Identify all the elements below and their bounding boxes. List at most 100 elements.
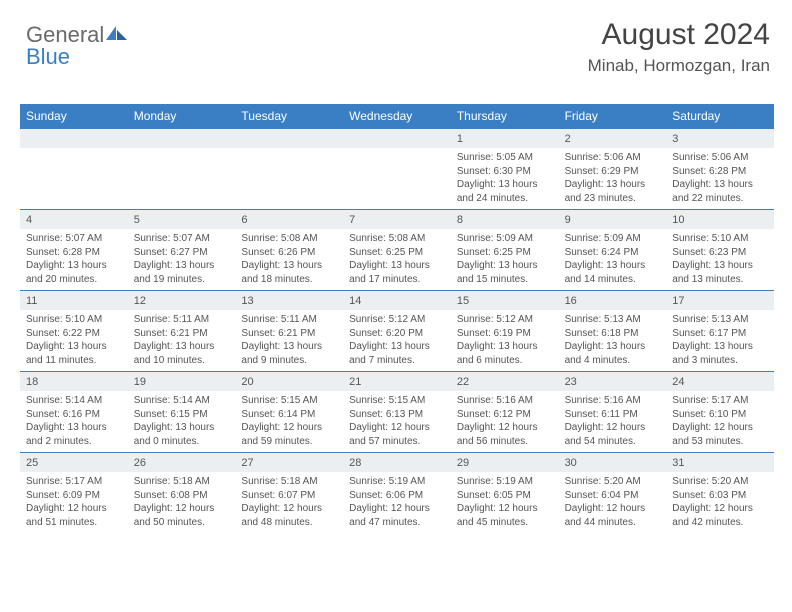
day-cell [343,129,451,209]
day-body: Sunrise: 5:15 AMSunset: 6:14 PMDaylight:… [235,391,343,452]
weekday-header: Tuesday [235,104,343,128]
sunrise-text: Sunrise: 5:18 AM [134,475,230,489]
header-right: August 2024 Minab, Hormozgan, Iran [588,18,770,76]
day-number: 11 [20,291,128,310]
day-body: Sunrise: 5:17 AMSunset: 6:10 PMDaylight:… [666,391,774,452]
sunrise-text: Sunrise: 5:08 AM [241,232,337,246]
day-body [235,148,343,155]
sunrise-text: Sunrise: 5:06 AM [565,151,661,165]
sunrise-text: Sunrise: 5:19 AM [457,475,553,489]
sunrise-text: Sunrise: 5:15 AM [349,394,445,408]
daylight-text: Daylight: 13 hours and 10 minutes. [134,340,230,367]
day-number: 14 [343,291,451,310]
sunrise-text: Sunrise: 5:14 AM [26,394,122,408]
sunset-text: Sunset: 6:05 PM [457,489,553,503]
day-cell: 16Sunrise: 5:13 AMSunset: 6:18 PMDayligh… [559,291,667,371]
daylight-text: Daylight: 12 hours and 42 minutes. [672,502,768,529]
sunrise-text: Sunrise: 5:18 AM [241,475,337,489]
daylight-text: Daylight: 12 hours and 57 minutes. [349,421,445,448]
sunset-text: Sunset: 6:03 PM [672,489,768,503]
day-number: 27 [235,453,343,472]
day-number: 23 [559,372,667,391]
sunrise-text: Sunrise: 5:16 AM [457,394,553,408]
sunset-text: Sunset: 6:29 PM [565,165,661,179]
daylight-text: Daylight: 13 hours and 6 minutes. [457,340,553,367]
day-number: 20 [235,372,343,391]
daylight-text: Daylight: 13 hours and 18 minutes. [241,259,337,286]
day-body: Sunrise: 5:15 AMSunset: 6:13 PMDaylight:… [343,391,451,452]
day-number: 19 [128,372,236,391]
weeks-container: 1Sunrise: 5:05 AMSunset: 6:30 PMDaylight… [20,128,774,533]
sunrise-text: Sunrise: 5:11 AM [241,313,337,327]
sunset-text: Sunset: 6:28 PM [26,246,122,260]
sunset-text: Sunset: 6:07 PM [241,489,337,503]
day-cell: 26Sunrise: 5:18 AMSunset: 6:08 PMDayligh… [128,453,236,533]
sunrise-text: Sunrise: 5:13 AM [565,313,661,327]
day-cell: 17Sunrise: 5:13 AMSunset: 6:17 PMDayligh… [666,291,774,371]
sunset-text: Sunset: 6:16 PM [26,408,122,422]
sunset-text: Sunset: 6:28 PM [672,165,768,179]
day-cell: 10 Sunrise: 5:10 AMSunset: 6:23 PMDayligh… [666,210,774,290]
sunset-text: Sunset: 6:14 PM [241,408,337,422]
daylight-text: Daylight: 13 hours and 9 minutes. [241,340,337,367]
weekday-header: Sunday [20,104,128,128]
sunrise-text: Sunrise: 5:17 AM [672,394,768,408]
sunrise-text: Sunrise: 5:10 AM [26,313,122,327]
day-cell: 27Sunrise: 5:18 AMSunset: 6:07 PMDayligh… [235,453,343,533]
day-cell: 29Sunrise: 5:19 AMSunset: 6:05 PMDayligh… [451,453,559,533]
day-cell [20,129,128,209]
day-cell: 24Sunrise: 5:17 AMSunset: 6:10 PMDayligh… [666,372,774,452]
sunrise-text: Sunrise: 5:12 AM [457,313,553,327]
sunrise-text: Sunrise: 5:20 AM [565,475,661,489]
day-cell: 14Sunrise: 5:12 AMSunset: 6:20 PMDayligh… [343,291,451,371]
brand-sail-icon [106,22,128,48]
day-number [235,129,343,148]
week-row: 18Sunrise: 5:14 AMSunset: 6:16 PMDayligh… [20,371,774,452]
sunset-text: Sunset: 6:06 PM [349,489,445,503]
sunset-text: Sunset: 6:10 PM [672,408,768,422]
day-body: Sunrise: 5:10 AMSunset: 6:22 PMDaylight:… [20,310,128,371]
day-body: Sunrise: 5:11 AMSunset: 6:21 PMDaylight:… [235,310,343,371]
week-row: 4Sunrise: 5:07 AMSunset: 6:28 PMDaylight… [20,209,774,290]
sunrise-text: Sunrise: 5:11 AM [134,313,230,327]
daylight-text: Daylight: 12 hours and 45 minutes. [457,502,553,529]
day-cell: 12 Sunrise: 5:11 AMSunset: 6:21 PMDayligh… [128,291,236,371]
daylight-text: Daylight: 13 hours and 19 minutes. [134,259,230,286]
sunset-text: Sunset: 6:23 PM [672,246,768,260]
day-cell: 30Sunrise: 5:20 AMSunset: 6:04 PMDayligh… [559,453,667,533]
weekday-header: Monday [128,104,236,128]
sunrise-text: Sunrise: 5:07 AM [26,232,122,246]
day-body: Sunrise: 5:13 AMSunset: 6:17 PMDaylight:… [666,310,774,371]
sunrise-text: Sunrise: 5:20 AM [672,475,768,489]
daylight-text: Daylight: 13 hours and 15 minutes. [457,259,553,286]
day-body: Sunrise: 5:19 AMSunset: 6:06 PMDaylight:… [343,472,451,533]
sunset-text: Sunset: 6:24 PM [565,246,661,260]
weekday-header: Saturday [666,104,774,128]
day-body: Sunrise: 5:06 AMSunset: 6:29 PMDaylight:… [559,148,667,209]
sunrise-text: Sunrise: 5:15 AM [241,394,337,408]
day-number: 10 [666,210,774,229]
day-cell: 28Sunrise: 5:19 AMSunset: 6:06 PMDayligh… [343,453,451,533]
sunset-text: Sunset: 6:12 PM [457,408,553,422]
day-number [343,129,451,148]
daylight-text: Daylight: 13 hours and 14 minutes. [565,259,661,286]
day-number: 12 [128,291,236,310]
day-number: 31 [666,453,774,472]
sunrise-text: Sunrise: 5:10 AM [672,232,768,246]
day-body: Sunrise: 5:06 AMSunset: 6:28 PMDaylight:… [666,148,774,209]
weekday-header: Thursday [451,104,559,128]
brand-part2: Blue [26,44,70,70]
sunset-text: Sunset: 6:21 PM [134,327,230,341]
day-body [128,148,236,155]
sunset-text: Sunset: 6:25 PM [457,246,553,260]
sunset-text: Sunset: 6:25 PM [349,246,445,260]
week-row: 25Sunrise: 5:17 AMSunset: 6:09 PMDayligh… [20,452,774,533]
day-number: 5 [128,210,236,229]
daylight-text: Daylight: 13 hours and 13 minutes. [672,259,768,286]
day-number: 3 [666,129,774,148]
day-number: 26 [128,453,236,472]
sunrise-text: Sunrise: 5:14 AM [134,394,230,408]
day-number: 2 [559,129,667,148]
day-number: 15 [451,291,559,310]
day-cell: 21Sunrise: 5:15 AMSunset: 6:13 PMDayligh… [343,372,451,452]
